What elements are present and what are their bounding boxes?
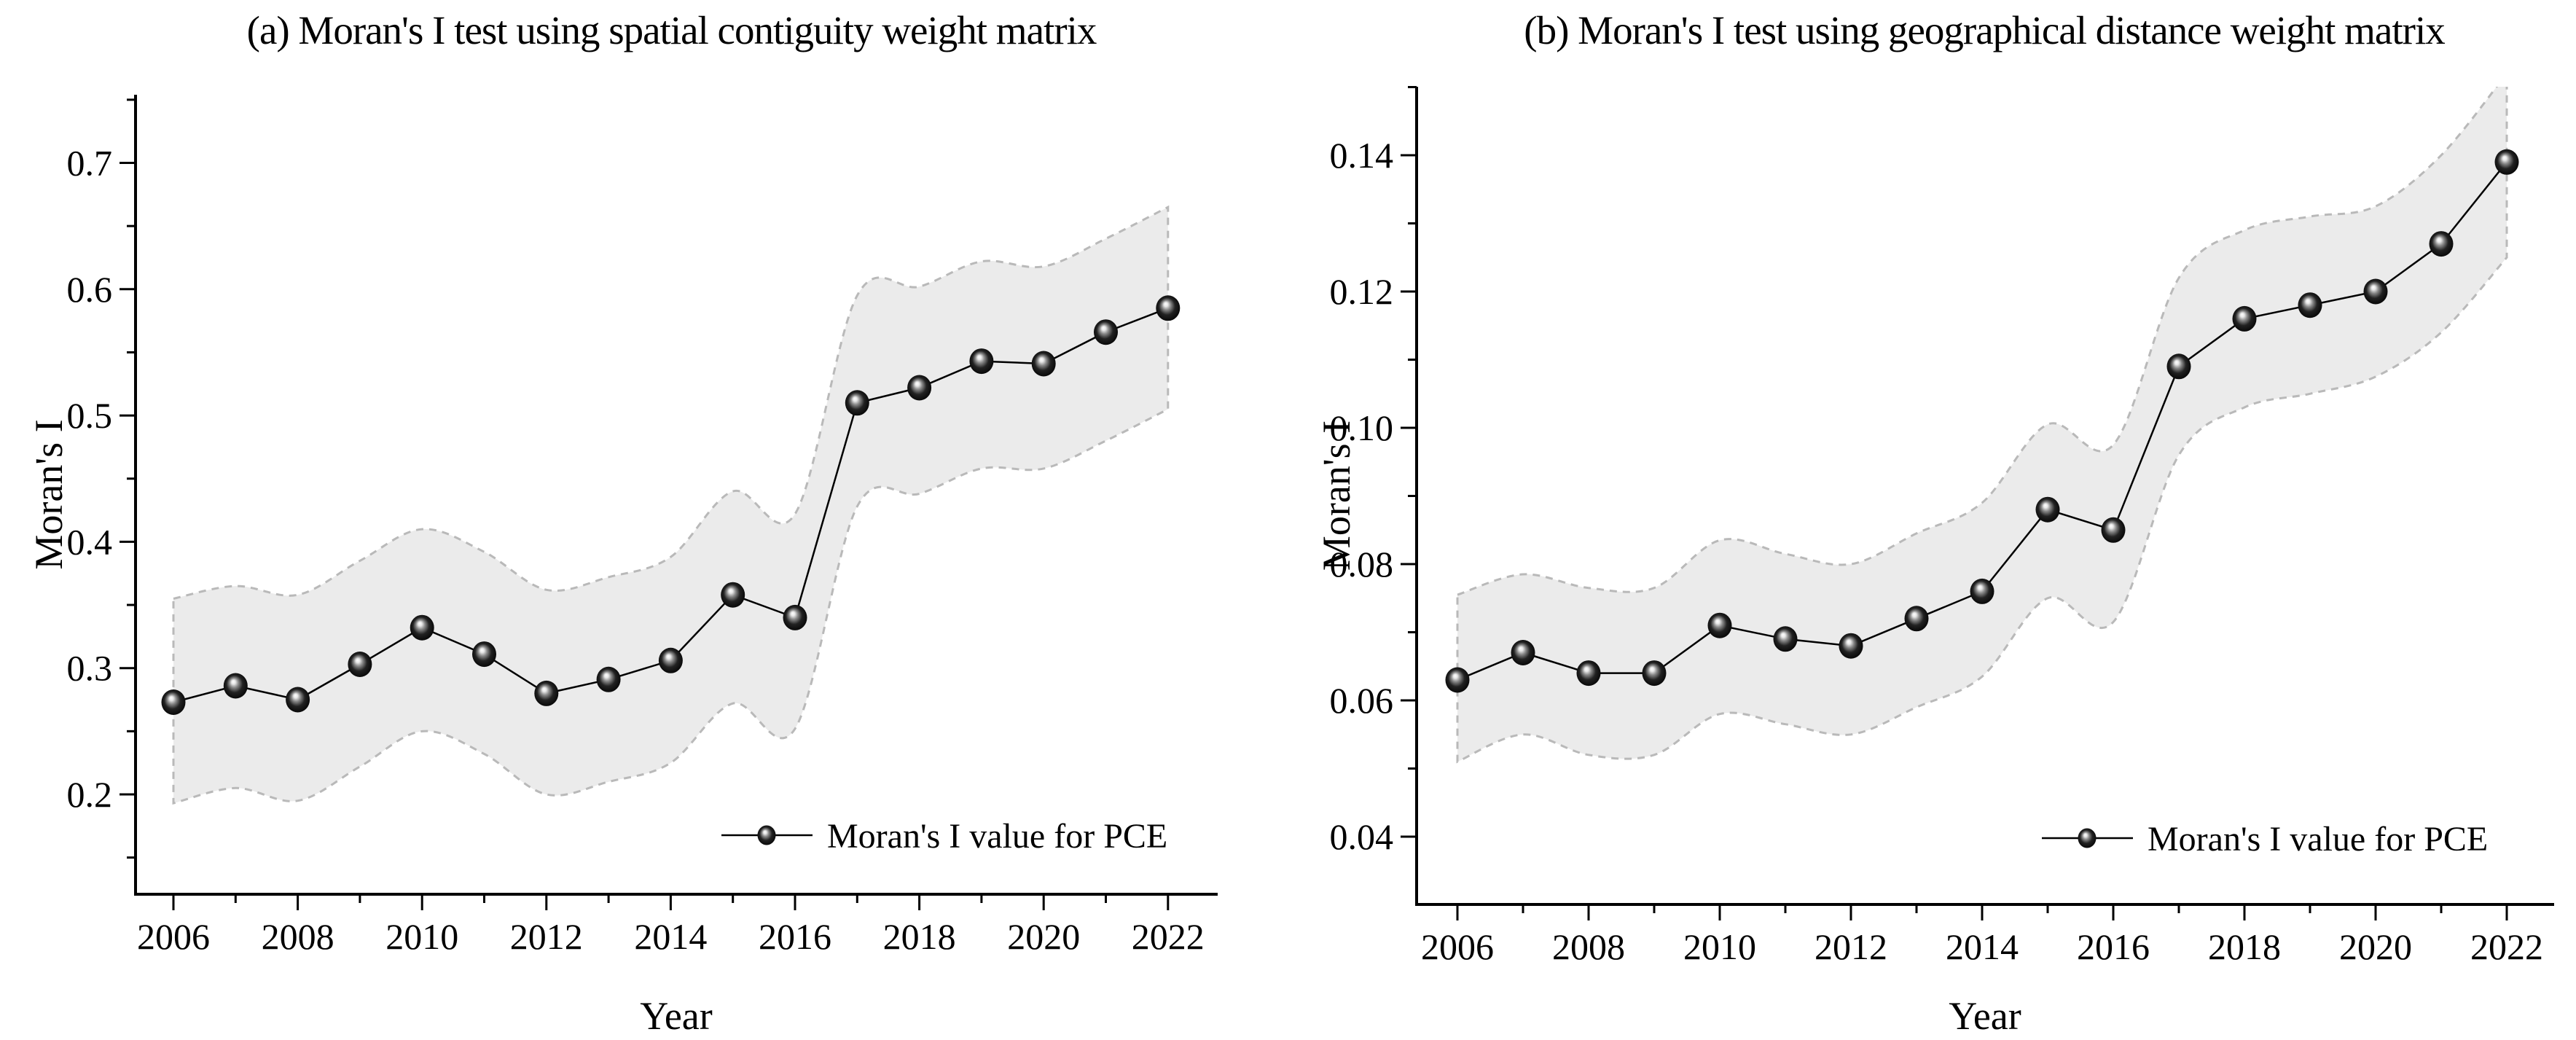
x-tick-label: 2012 [510, 916, 583, 957]
data-point-marker [2232, 305, 2257, 332]
x-tick-label: 2020 [2339, 926, 2412, 967]
data-point-marker [1642, 660, 1667, 687]
data-point-marker [223, 673, 248, 699]
data-point-marker [2166, 353, 2191, 380]
data-point-marker [1904, 606, 1929, 632]
data-point-marker [1031, 351, 1056, 377]
legend-label: Moran's I value for PCE [827, 817, 1167, 856]
x-tick-label: 2022 [2470, 926, 2543, 967]
x-tick-label: 2012 [1814, 926, 1887, 967]
plot-area [161, 205, 1181, 805]
y-tick-label: 0.2 [67, 774, 113, 815]
data-point-marker [161, 689, 186, 715]
x-tick-label: 2006 [137, 916, 210, 957]
legend-marker [757, 825, 776, 845]
data-point-marker [286, 687, 310, 713]
x-tick-label: 2018 [883, 916, 956, 957]
data-point-marker [1773, 626, 1798, 652]
legend-marker [2078, 828, 2097, 848]
x-tick-label: 2014 [634, 916, 707, 957]
panel-b-title: (b) Moran's I test using geographical di… [1524, 8, 2445, 52]
x-tick-label: 2008 [262, 916, 334, 957]
data-point-marker [783, 604, 807, 630]
data-point-marker [2298, 292, 2322, 318]
data-point-marker [472, 641, 496, 668]
y-tick-label: 0.6 [67, 269, 113, 310]
data-point-marker [2101, 517, 2126, 543]
data-point-marker [1511, 640, 1535, 665]
panel-b: (b) Moran's I test using geographical di… [1288, 0, 2576, 1040]
confidence-band [173, 207, 1168, 804]
x-tick-label: 2016 [759, 916, 831, 957]
x-tick-label: 2014 [1946, 926, 2019, 967]
y-tick-label: 0.06 [1330, 680, 1394, 721]
data-point-marker [534, 680, 559, 706]
x-tick-label: 2008 [1552, 926, 1625, 967]
data-point-marker [2363, 278, 2388, 305]
data-point-marker [1576, 660, 1601, 687]
data-point-marker [1156, 295, 1181, 321]
y-tick-label: 0.14 [1330, 135, 1394, 176]
data-point-marker [2429, 231, 2454, 257]
data-point-marker [348, 652, 372, 677]
data-point-marker [1707, 612, 1732, 638]
data-point-marker [1094, 319, 1118, 345]
data-point-marker [2035, 496, 2060, 523]
confidence-band [1457, 87, 2507, 762]
y-tick-label: 0.4 [67, 521, 113, 562]
x-tick-label: 2018 [2208, 926, 2281, 967]
y-tick-label: 0.3 [67, 648, 113, 689]
panel-a-title: (a) Moran's I test using spatial contigu… [246, 8, 1097, 52]
legend: Moran's I value for PCE [2042, 820, 2488, 859]
data-point-marker [721, 582, 745, 608]
plot-area [1445, 87, 2519, 764]
data-point-marker [907, 375, 932, 401]
data-point-marker [845, 390, 869, 416]
y-tick-label: 0.04 [1330, 816, 1394, 857]
data-point-marker [1445, 667, 1470, 693]
y-axis-title: Moran's I [27, 419, 71, 569]
data-point-marker [1839, 633, 1863, 659]
panel-b-chart: 0.04 0.06 0.08 0.10 0.12 0.14 2006 2008 2010 2012… [1315, 86, 2554, 1038]
y-axis-title: Moran's I [1315, 421, 1358, 571]
x-axis-title: Year [1949, 994, 2021, 1038]
data-point-marker [410, 614, 434, 641]
x-tick-label: 2010 [1683, 926, 1756, 967]
panel-a: (a) Moran's I test using spatial contigu… [27, 8, 1218, 1038]
x-axis-title: Year [640, 994, 713, 1038]
confidence-band-edge [172, 205, 1170, 805]
x-tick-label: 2006 [1421, 926, 1494, 967]
data-point-marker [2494, 149, 2519, 175]
x-tick-label: 2016 [2077, 926, 2150, 967]
y-tick-label: 0.7 [67, 143, 113, 184]
data-point-marker [1970, 578, 1994, 604]
legend-label: Moran's I value for PCE [2148, 820, 2488, 859]
y-tick-label: 0.10 [1330, 407, 1394, 448]
panel-a-chart: 0.2 0.3 0.4 0.5 0.6 0.7 2006 2008 2010 2012 2014 20… [27, 95, 1218, 1038]
y-tick-label: 0.12 [1330, 271, 1394, 312]
x-tick-label: 2020 [1007, 916, 1080, 957]
data-point-marker [596, 666, 621, 692]
legend: Moran's I value for PCE [721, 817, 1167, 856]
y-tick-label: 0.08 [1330, 544, 1394, 584]
x-tick-label: 2022 [1132, 916, 1205, 957]
x-tick-label: 2010 [385, 916, 458, 957]
y-tick-label: 0.5 [67, 395, 113, 436]
data-point-marker [658, 647, 683, 673]
data-point-marker [969, 348, 994, 375]
